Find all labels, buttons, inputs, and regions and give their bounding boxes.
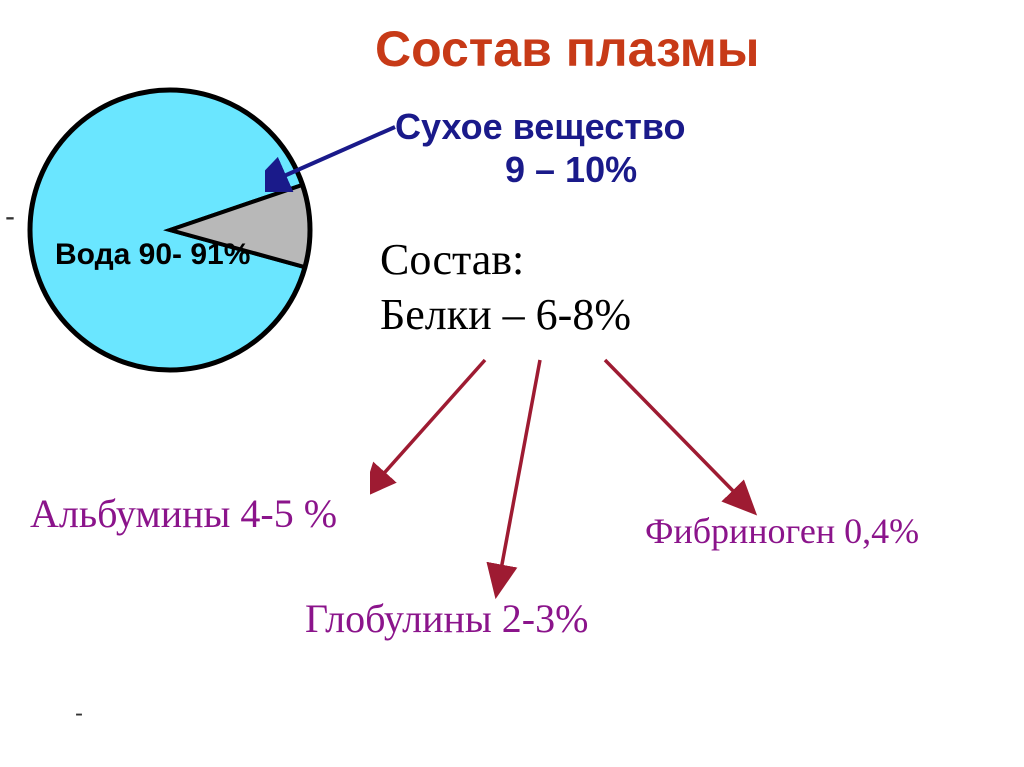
dry-substance-label: Сухое вещество 9 – 10% <box>395 105 686 191</box>
pie-label-water: Вода 90- 91% <box>55 238 250 272</box>
arrow-to-slice <box>265 122 400 192</box>
decorative-dash-bottom: - <box>75 700 83 728</box>
composition-line1: Состав: <box>380 232 631 287</box>
page-title: Состав плазмы <box>375 20 759 78</box>
composition-block: Состав: Белки – 6-8% <box>380 232 631 342</box>
decorative-dash-left: - <box>5 200 15 234</box>
albumins-label: Альбумины 4-5 % <box>30 490 337 537</box>
dry-substance-line2: 9 – 10% <box>395 148 686 191</box>
fibrinogen-label: Фибриноген 0,4% <box>645 510 919 552</box>
composition-line2: Белки – 6-8% <box>380 287 631 342</box>
protein-arrows <box>370 350 850 610</box>
globulins-label: Глобулины 2-3% <box>305 595 588 642</box>
dry-substance-line1: Сухое вещество <box>395 105 686 148</box>
